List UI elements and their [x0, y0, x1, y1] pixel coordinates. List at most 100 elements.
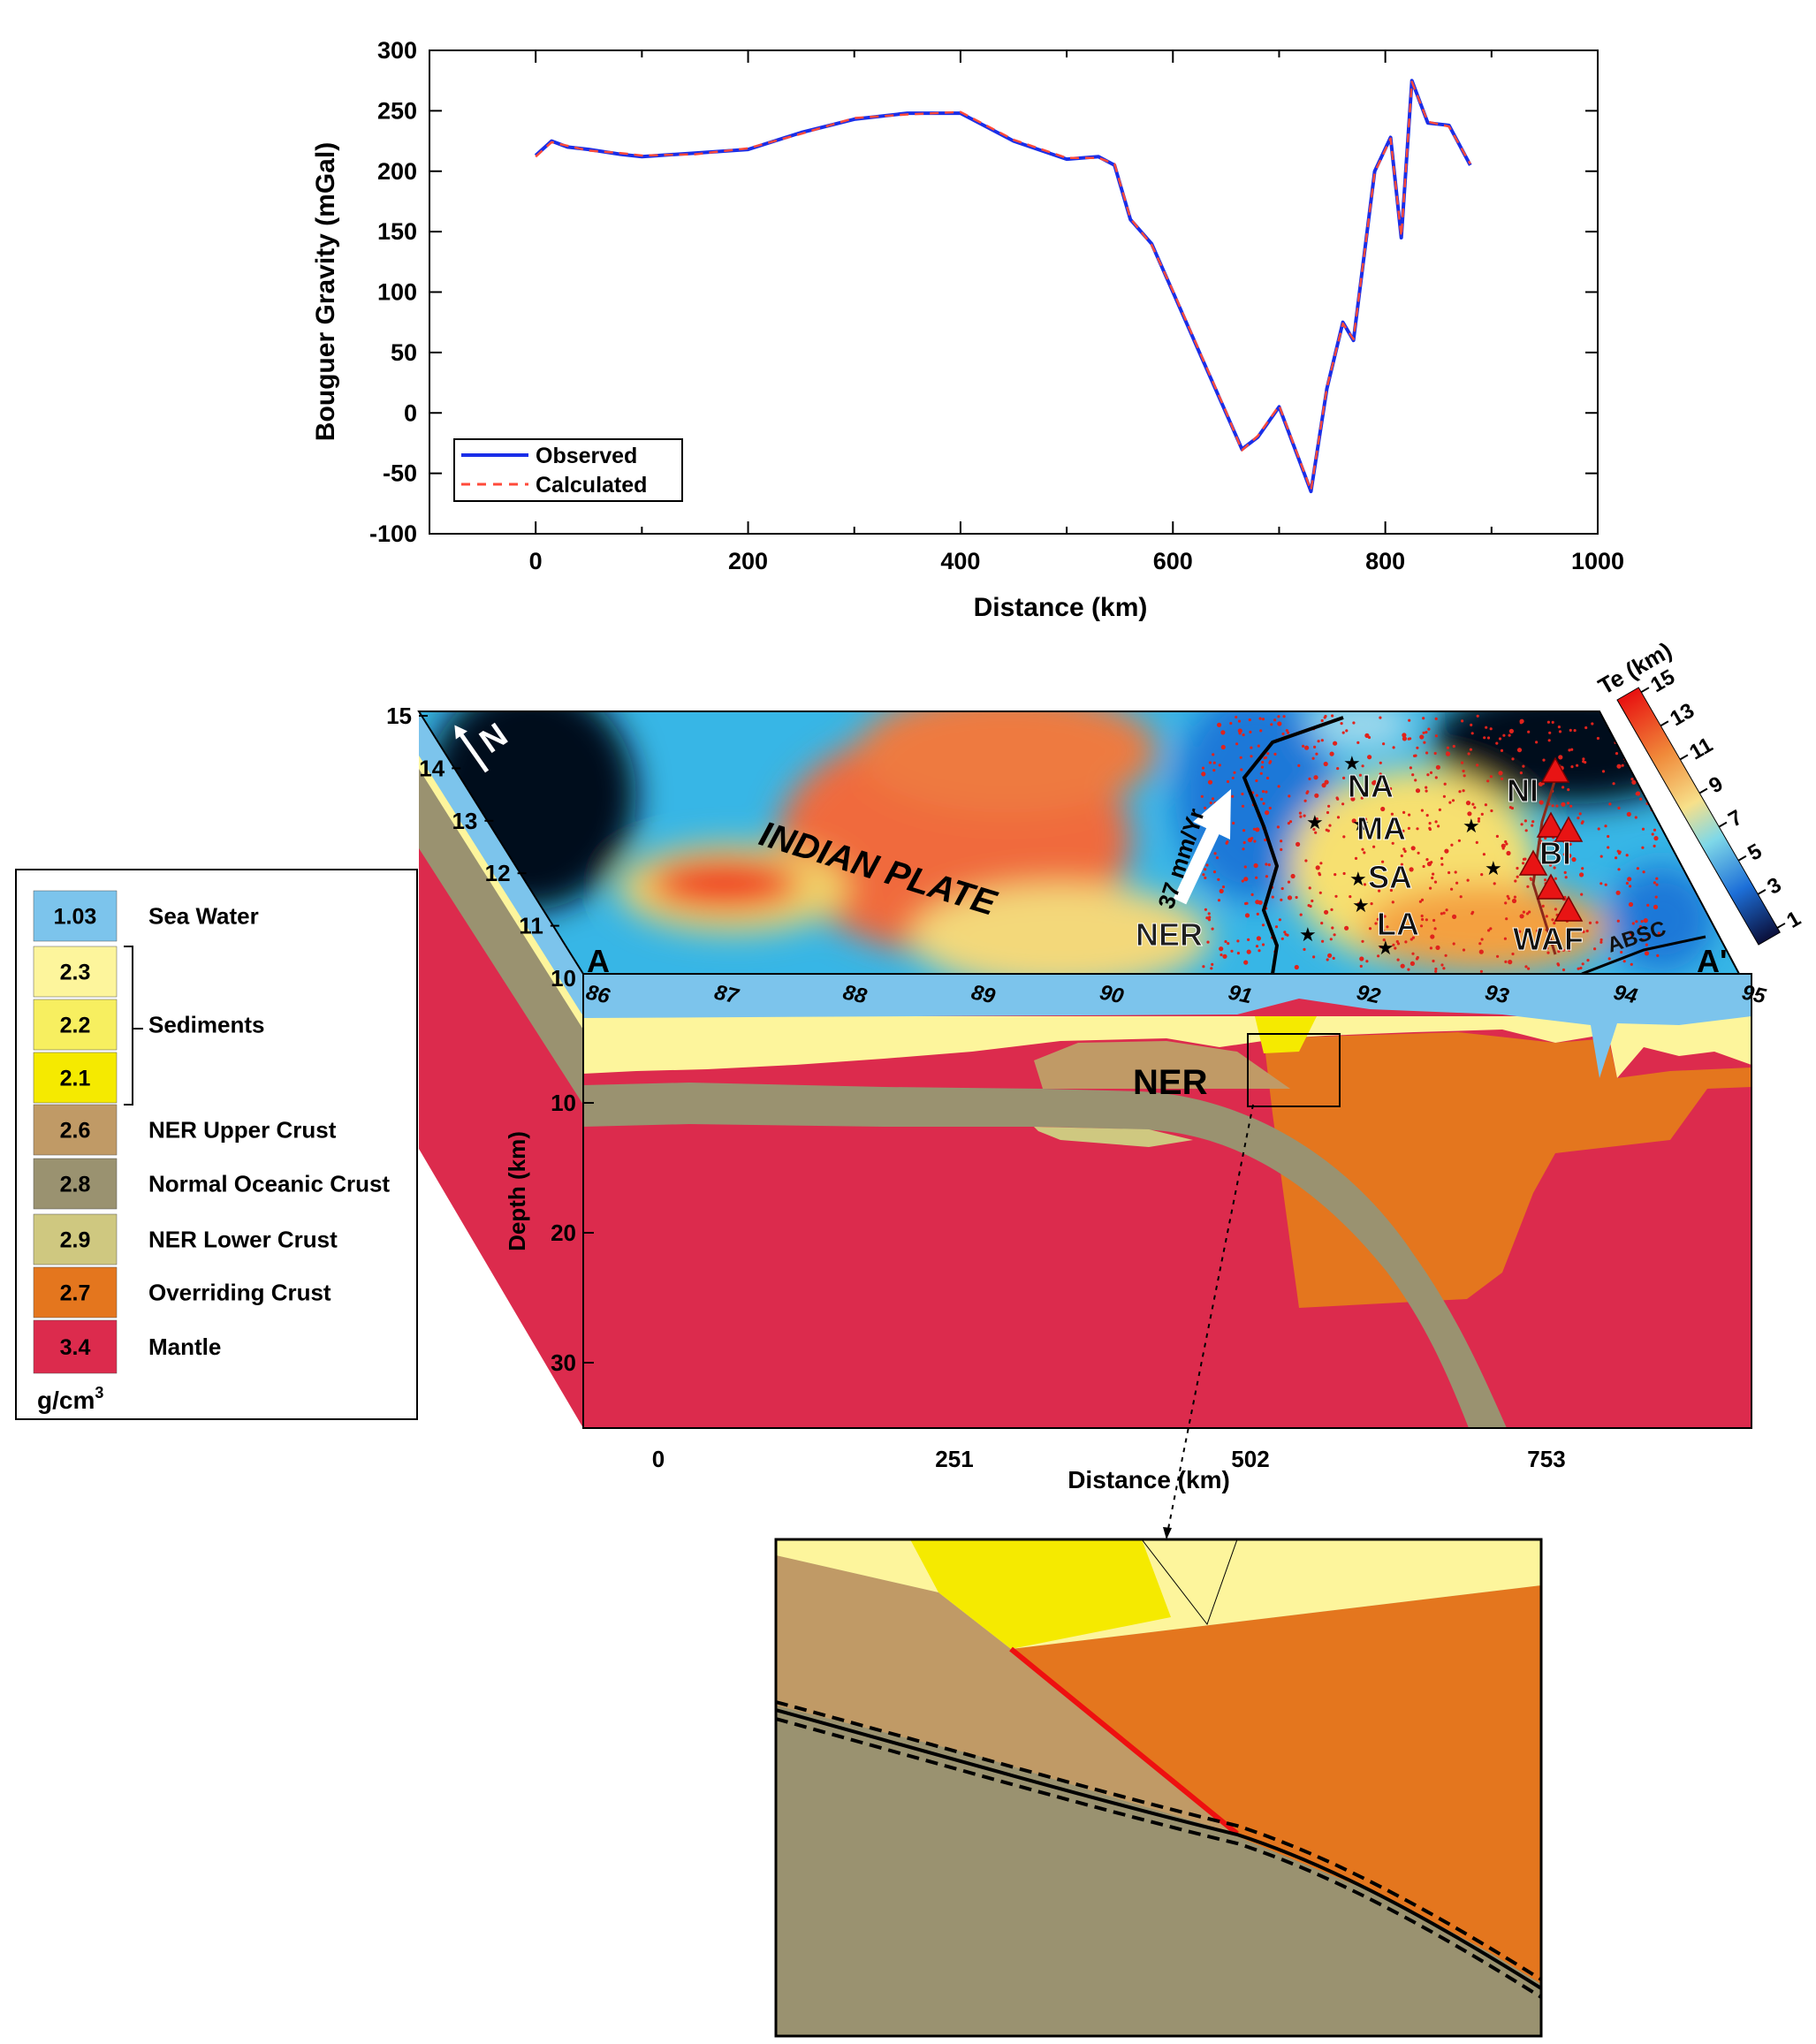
block-diagram: ★ ★ ★ ★ ★ ★ ★ ★ ★ INDIAN PLATE 37 mm/Yr …: [15, 637, 1805, 1539]
seismic-point: [1455, 881, 1459, 885]
seismic-point: [1200, 794, 1204, 798]
seismic-point: [1315, 865, 1320, 870]
seismic-point: [1428, 827, 1432, 832]
seismic-point: [1615, 856, 1618, 860]
seismic-point: [1243, 877, 1249, 882]
seismic-point: [1237, 728, 1242, 733]
seismic-point: [1262, 802, 1265, 805]
seismic-point: [1588, 921, 1592, 924]
seismic-point: [1440, 862, 1444, 866]
seismic-point: [1236, 939, 1240, 943]
star-icon: ★: [1352, 813, 1370, 835]
seismic-point: [1480, 938, 1484, 941]
seismic-point: [1207, 779, 1213, 785]
label-ner-map: NER: [1136, 916, 1203, 953]
seismic-point: [1616, 919, 1620, 923]
seismic-point: [1506, 894, 1509, 898]
seismic-point: [1383, 915, 1387, 918]
seismic-point: [1330, 908, 1334, 911]
seismic-point: [1283, 931, 1287, 934]
seismic-point: [1433, 880, 1438, 884]
seismic-point: [1205, 863, 1209, 867]
seismic-point: [1341, 802, 1345, 806]
seismic-point: [1466, 878, 1470, 882]
legend-swatch: [33, 1158, 118, 1210]
seismic-point: [1390, 812, 1394, 816]
seismic-point: [1336, 767, 1340, 771]
section-slab: [583, 1083, 1507, 1428]
seismic-point: [1326, 810, 1330, 815]
seismic-point: [1409, 766, 1412, 770]
seismic-point: [1282, 715, 1286, 718]
seismic-point: [1553, 922, 1556, 925]
seismic-point: [1558, 755, 1563, 760]
seismic-point: [1539, 800, 1544, 805]
seismic-point: [1425, 751, 1429, 755]
inset-plate-boundary-dashed-upper: [776, 1700, 1541, 1981]
seismic-point: [1217, 722, 1222, 727]
seismic-point: [1514, 879, 1517, 883]
gravity-chart: 0 200 400 600 800 1000 300 250 200 150 100 50 0 -50 -1…: [311, 37, 1624, 622]
seismic-point: [1526, 885, 1530, 888]
section-ner-lower-crust: [1034, 1127, 1193, 1147]
seismic-point: [1557, 726, 1561, 729]
seismic-point: [1620, 950, 1623, 954]
seismic-point: [1209, 802, 1212, 805]
legend-density-value: 2.3: [60, 961, 91, 985]
seismic-point: [1625, 854, 1629, 857]
seismic-point: [1541, 782, 1545, 786]
seismic-point: [1204, 806, 1207, 809]
seismic-point: [1580, 821, 1584, 825]
seismic-point: [1264, 756, 1268, 760]
seismic-point: [1425, 786, 1428, 789]
seismic-point: [1332, 956, 1335, 960]
seismic-point: [1653, 828, 1657, 832]
seismic-point: [1646, 903, 1650, 907]
seismic-point: [1653, 844, 1656, 848]
seismic-point: [1400, 963, 1405, 969]
seismic-point: [1244, 913, 1250, 918]
x-tick-label: 0: [529, 548, 543, 574]
seismic-point: [1500, 748, 1504, 753]
seismic-point: [1653, 881, 1656, 885]
seismic-point: [1475, 840, 1478, 845]
seismic-point: [1533, 791, 1537, 794]
te-tick: [1776, 923, 1786, 929]
seismic-point: [1442, 967, 1446, 970]
seismic-point: [1434, 776, 1438, 779]
seismic-point: [1290, 873, 1296, 879]
seismic-point: [1400, 862, 1403, 866]
label-la: LA: [1377, 906, 1419, 942]
seismic-point: [1349, 895, 1352, 899]
seismic-point: [1557, 950, 1561, 954]
seismic-point: [1639, 797, 1643, 801]
seismic-point: [1367, 735, 1371, 740]
seismic-point: [1508, 786, 1512, 790]
inset-plate-boundary-dashed-lower: [776, 1717, 1541, 1999]
cross-section: NER Depth (km) 10 20 30 0 251 502 753 Distanc…: [504, 973, 1768, 1539]
seismic-point: [1659, 718, 1662, 721]
seismic-point: [1354, 856, 1358, 861]
seismic-point: [1634, 816, 1637, 819]
seismic-point: [1452, 744, 1455, 748]
left-face-sediment: [419, 753, 583, 1030]
seismic-point: [1641, 938, 1645, 941]
seismic-point: [1541, 849, 1546, 853]
seismic-point: [1389, 888, 1393, 893]
seismic-point: [1242, 829, 1246, 832]
y-tick-label: 150: [377, 218, 417, 245]
seismic-point: [1360, 796, 1364, 800]
seismic-point: [1255, 900, 1260, 905]
seismic-point: [1231, 776, 1235, 779]
seismic-point: [1389, 786, 1393, 791]
latitude-labels: 15 14 13 12 11 10: [386, 703, 592, 992]
seismic-point: [1493, 882, 1496, 885]
seismic-point: [1205, 916, 1209, 920]
seismic-point: [1457, 839, 1461, 842]
seismic-point: [1258, 949, 1261, 953]
sediment-bracket: [124, 946, 143, 1106]
legend-layer-label: Normal Oceanic Crust: [148, 1171, 390, 1197]
seismic-point: [1615, 890, 1621, 895]
distance-ticks: 0 251 502 753: [652, 1446, 1566, 1472]
seismic-point: [1408, 813, 1411, 817]
